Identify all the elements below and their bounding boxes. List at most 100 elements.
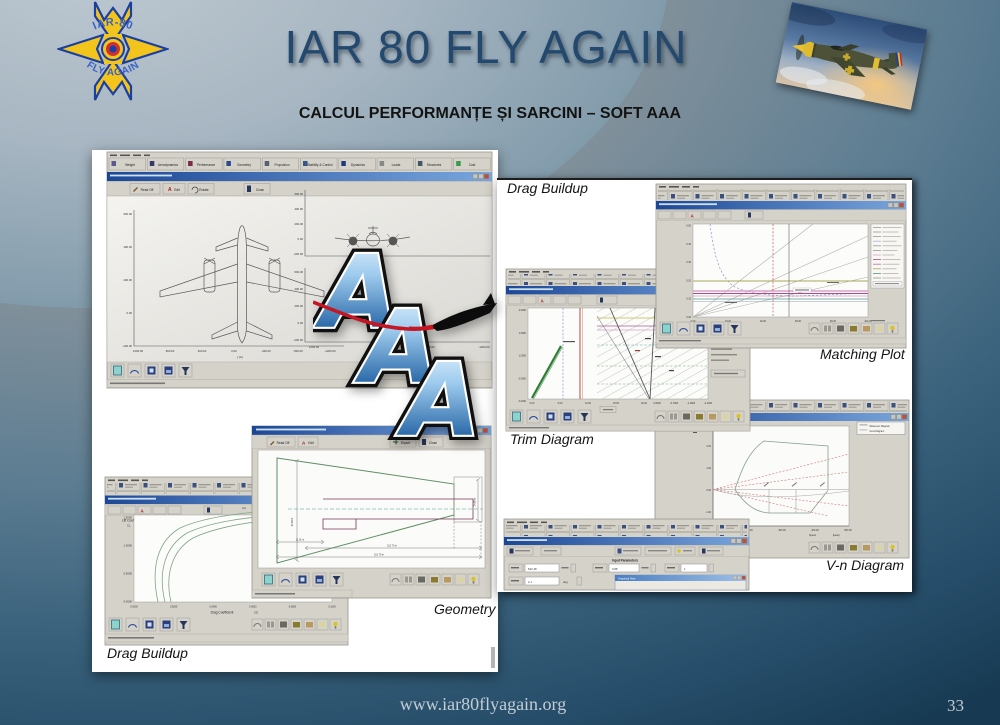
matching-xticks: 0.00 20.00 40.00 60.00 80.00 100.00 — [691, 320, 873, 323]
svg-text:0.0800: 0.0800 — [289, 606, 297, 609]
logo-left-arm — [57, 33, 105, 65]
svg-text:-1.00: -1.00 — [706, 511, 712, 514]
3view-frontview-yticks: 600.00 400.00 200.00 0.00 -200.00 — [294, 192, 304, 256]
svg-text:Read Off: Read Off — [141, 188, 154, 192]
svg-text:24.88 in: 24.88 in — [474, 497, 477, 506]
svg-text:A: A — [354, 289, 438, 406]
svg-text:542.48: 542.48 — [528, 567, 537, 571]
svg-text:Edit: Edit — [308, 441, 314, 445]
svg-text:-1200.00: -1200.00 — [478, 345, 489, 349]
caption-drag-buildup-left: Drag Buildup — [107, 645, 188, 661]
svg-text:0.00: 0.00 — [706, 489, 711, 492]
svg-text:Export: Export — [401, 441, 410, 445]
svg-text:-200.00: -200.00 — [123, 344, 133, 348]
svg-text:0.0000: 0.0000 — [653, 402, 661, 405]
svg-text:-2.1000: -2.1000 — [704, 402, 713, 405]
svg-text:Input Parameters: Input Parameters — [612, 559, 638, 563]
svg-text:-400.00: -400.00 — [425, 345, 435, 349]
trim-xticks-right: 0.0000 -0.7000 -1.4000 -2.1000 — [653, 402, 712, 405]
svg-text:0.88: 0.88 — [612, 567, 618, 571]
3view-sideview-xticks: 1200.00 400.00 -400.00 -1200.00 — [309, 345, 490, 349]
svg-text:A: A — [691, 214, 695, 219]
screenshot-matching-window: A 0.50 0.40 0.30 0.20 0.10 0.00 0.00 20.… — [655, 183, 907, 349]
geometry-dimensions — [275, 458, 483, 563]
svg-text:A: A — [314, 242, 398, 351]
caption-trim-diagram: Trim Diagram — [510, 431, 594, 447]
svg-text:110.70 in: 110.70 in — [387, 545, 397, 548]
svg-text:0.00: 0.00 — [298, 237, 304, 241]
svg-text:600.00: 600.00 — [123, 212, 132, 216]
svg-text:Stability & Control: Stability & Control — [307, 163, 333, 167]
svg-text:Loads: Loads — [392, 163, 401, 167]
logo-right-arm — [121, 33, 169, 65]
svg-text:1.5000: 1.5000 — [519, 332, 527, 335]
svg-text:-800.00: -800.00 — [293, 349, 303, 353]
svg-text:0.0000: 0.0000 — [130, 606, 138, 609]
svg-text:Performance: Performance — [197, 163, 215, 167]
logo-text-top: IAR-80 — [91, 16, 134, 32]
wing-input-row2: 2.1 deg — [508, 576, 582, 586]
svg-text:A: A — [354, 289, 438, 406]
svg-text:40.00: 40.00 — [760, 320, 767, 323]
svg-text:0.10: 0.10 — [686, 298, 691, 301]
svg-text:-200.00: -200.00 — [294, 338, 304, 342]
svg-text:20.00: 20.00 — [725, 320, 732, 323]
svg-text:800.00: 800.00 — [166, 349, 175, 353]
svg-text:400.00: 400.00 — [198, 349, 207, 353]
screenshot-3view-window: Weight Aerodynamics Performance Geometry… — [106, 151, 493, 389]
3view-sideview-yticks: 600.00 400.00 200.00 0.00 -200.00 — [294, 270, 304, 342]
svg-text:A: A — [314, 242, 398, 351]
svg-text:80.00: 80.00 — [830, 320, 837, 323]
svg-text:54.00 in: 54.00 in — [291, 517, 294, 526]
svg-text:0.00: 0.00 — [298, 321, 304, 325]
svg-text:1: 1 — [684, 567, 686, 571]
svg-text:A: A — [396, 342, 480, 440]
svg-text:400.00: 400.00 — [811, 529, 819, 532]
dragpolar-yticks: 1.5000 1.0000 0.5000 0.0000 — [123, 516, 132, 604]
screenshot-wingsizing-window: Input Parameters 542.48 0.88 1 — [503, 518, 750, 591]
iar80-logo: IAR-80 FLY AGAIN — [57, 1, 169, 101]
aaa-plane-silhouette — [431, 303, 497, 331]
svg-text:Close: Close — [429, 441, 437, 445]
svg-text:0.0000: 0.0000 — [519, 400, 527, 403]
3view-topview-xticks: 1200.00 800.00 400.00 0.00 -400.00 -800.… — [133, 349, 336, 359]
svg-text:110.79 in: 110.79 in — [374, 554, 384, 557]
graphical-view-subwindow: Graphical View — [614, 574, 747, 591]
svg-text:200.00: 200.00 — [294, 222, 303, 226]
svg-text:0.30: 0.30 — [686, 261, 691, 264]
footer-url: www.iar80flyagain.org — [399, 694, 567, 714]
3view-buttons: Read Off A Edit Rotate Close — [129, 183, 271, 195]
svg-text:1.0000: 1.0000 — [123, 544, 132, 548]
collage-card-right: Load Factor Maneuver Diagram Gust Diagra… — [497, 178, 912, 592]
svg-text:400.00: 400.00 — [294, 287, 303, 291]
svg-text:Maneuver Diagram: Maneuver Diagram — [870, 425, 890, 428]
svg-text:y [in]: y [in] — [237, 355, 243, 359]
geometry-buttons: Read Off A Edit Export Close — [266, 436, 444, 448]
slide-title: IAR 80 FLY AGAIN — [284, 21, 688, 73]
svg-text:Gust Diagram: Gust Diagram — [870, 430, 885, 433]
svg-text:0.00: 0.00 — [691, 320, 696, 323]
svg-text:A: A — [541, 299, 545, 304]
svg-text:Lift Coefficient: Lift Coefficient — [122, 519, 142, 523]
svg-text:0.00: 0.00 — [686, 316, 691, 319]
svg-text:2.0000: 2.0000 — [519, 309, 527, 312]
svg-text:1.5000: 1.5000 — [123, 516, 132, 520]
matching-legend — [870, 223, 905, 289]
svg-text:A: A — [396, 342, 480, 440]
svg-text:0.5000: 0.5000 — [123, 572, 132, 576]
svg-text:200.00: 200.00 — [123, 278, 132, 282]
svg-text:0.0200: 0.0200 — [170, 606, 178, 609]
svg-text:A: A — [302, 441, 306, 446]
svg-text:-400.00: -400.00 — [261, 349, 271, 353]
svg-text:Aerodynamics: Aerodynamics — [158, 163, 179, 167]
svg-text:10.00: 10.00 — [585, 402, 592, 405]
page-number: 33 — [947, 696, 964, 715]
3view-topview-yticks: 600.00 400.00 200.00 0.00 -200.00 — [123, 212, 133, 348]
aaa-module-toolbar: Weight Aerodynamics Performance Geometry… — [108, 157, 491, 171]
3view-aircraft-topview — [159, 225, 325, 344]
svg-text:Weight: Weight — [125, 163, 135, 167]
caption-matching-plot: Matching Plot — [820, 346, 905, 362]
collage-card-left: Weight Aerodynamics Performance Geometry… — [92, 150, 498, 672]
svg-text:0.1000: 0.1000 — [328, 606, 336, 609]
vn-yticks: 2.00 1.00 0.00 -1.00 — [706, 445, 712, 514]
